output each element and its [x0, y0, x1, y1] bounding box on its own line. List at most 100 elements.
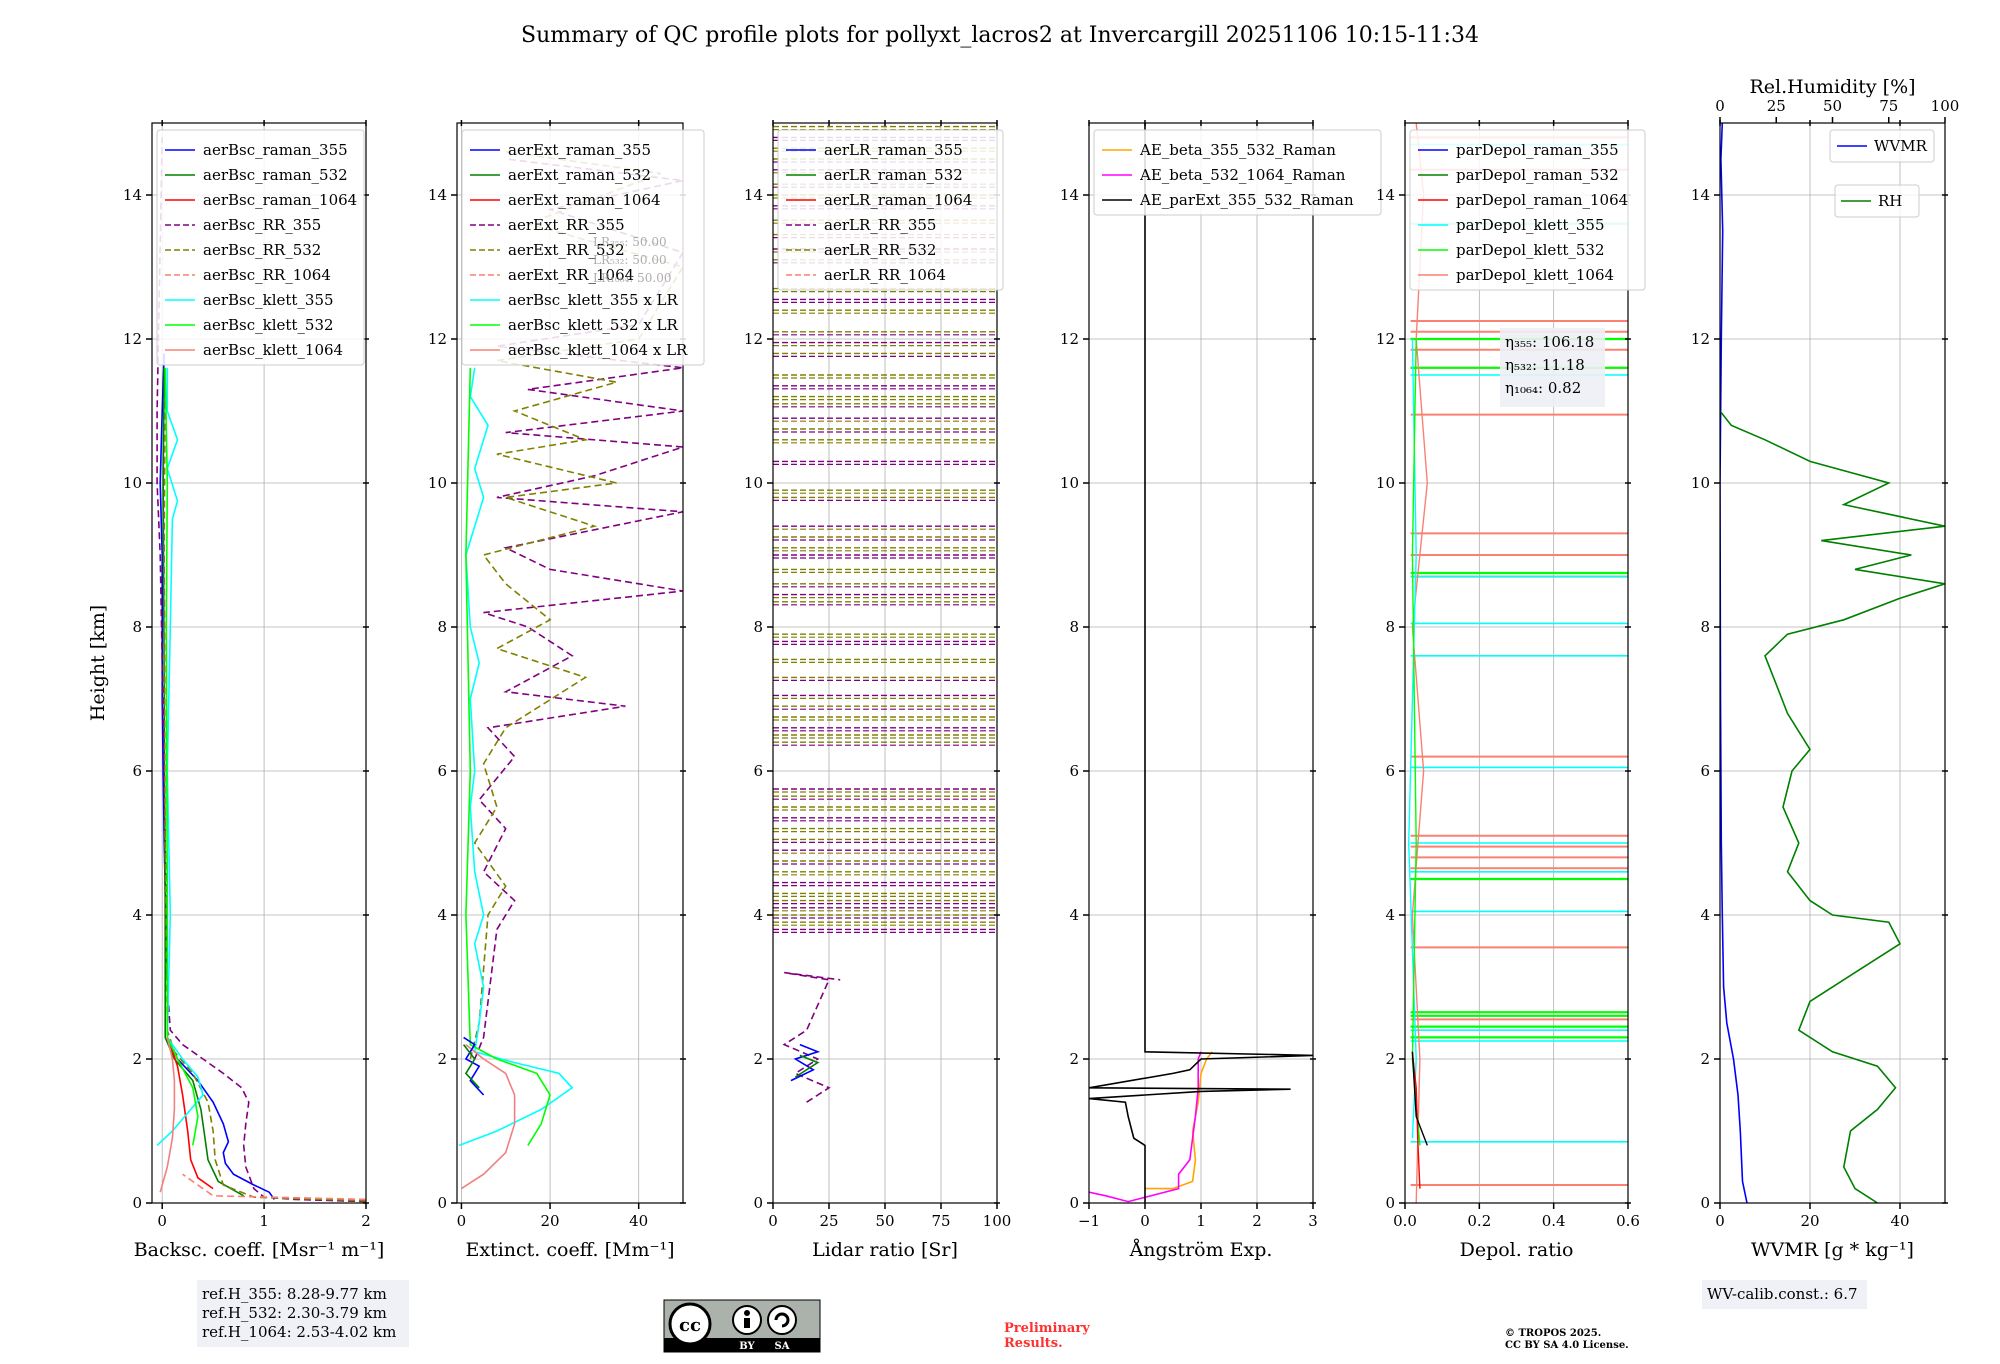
legend-entry: aerLR_RR_355 — [824, 216, 936, 234]
cc-license-badge: cc BY SA — [663, 1299, 821, 1353]
panel-ext: 0 2 4 6 8 10 12 14 0 20 40 Extinct. coeff. [Mm⁻¹] ae… — [428, 120, 705, 1261]
legend-entry: aerExt_raman_1064 — [508, 191, 661, 209]
ytick-label: 6 — [437, 762, 447, 780]
cc-by-text: BY — [739, 1341, 755, 1352]
legend-entry: aerLR_raman_355 — [824, 141, 963, 159]
ytick-label: 14 — [1376, 186, 1395, 204]
ytick-label: 12 — [428, 330, 447, 348]
legend-ext: aerExt_raman_355 aerExt_raman_532 aerExt_r… — [461, 129, 705, 366]
ytick-label: 8 — [1385, 618, 1395, 636]
xtick-label: 1 — [259, 1212, 269, 1230]
ytick-label: 14 — [744, 186, 763, 204]
series-AE_beta_532_1064_Raman — [1089, 1051, 1202, 1203]
copyright-line1: © TROPOS 2025. — [1505, 1328, 1601, 1339]
xtick-label: 0.0 — [1393, 1212, 1417, 1230]
cc-badge-footer-bar — [664, 1338, 820, 1352]
legend-entry: aerLR_raman_532 — [824, 166, 963, 184]
series-aerExt_raman_532 — [462, 1044, 480, 1089]
ytick-label: 12 — [123, 330, 142, 348]
series-aerBsc_klett_355 x LR — [458, 367, 574, 1147]
series-WVMR — [1720, 123, 1748, 1203]
legend-entry: aerBsc_klett_355 — [203, 291, 334, 309]
legend-entry: aerLR_raman_1064 — [824, 191, 972, 209]
legend-entry: WVMR — [1874, 137, 1928, 155]
ytick-label: 12 — [1691, 330, 1710, 348]
legend-entry: aerLR_RR_532 — [824, 241, 936, 259]
plot-area-ae — [1089, 123, 1313, 1203]
ytick-label: 0 — [1700, 1194, 1710, 1212]
legend-entry: parDepol_raman_355 — [1456, 141, 1619, 159]
ytick-label: 14 — [123, 186, 142, 204]
annotation-box — [1702, 1280, 1867, 1309]
ytick-label: 6 — [753, 762, 763, 780]
x2axis-label: Rel.Humidity [%] — [1749, 76, 1915, 98]
series-aerBsc_klett_1064 — [159, 1037, 176, 1193]
preliminary-text-line2: Results. — [1004, 1336, 1063, 1351]
ytick-label: 4 — [1069, 906, 1079, 924]
xtick-label: 50 — [875, 1212, 894, 1230]
xtick-label: 0 — [157, 1212, 167, 1230]
legend-entry: aerBsc_klett_1064 — [203, 341, 343, 359]
ytick-label: 8 — [1700, 618, 1710, 636]
xtick-label: 0 — [1140, 1212, 1150, 1230]
ytick-label: 10 — [1691, 474, 1710, 492]
xtick-label: 0 — [768, 1212, 778, 1230]
series-aerExt_RR_355 — [473, 158, 683, 1060]
annotation-line: η₃₅₅: 106.18 — [1505, 333, 1594, 351]
ytick-label: 6 — [132, 762, 142, 780]
ytick-label: 14 — [1691, 186, 1710, 204]
legend-ae: AE_beta_355_532_Raman AE_beta_532_1064_Ra… — [1093, 129, 1382, 216]
ytick-label: 8 — [132, 618, 142, 636]
annotation-box — [1500, 328, 1605, 407]
ytick-label: 2 — [1069, 1050, 1079, 1068]
ytick-label: 2 — [437, 1050, 447, 1068]
annotation-line: η₁₀₆₄: 0.82 — [1505, 379, 1581, 397]
ytick-label: 4 — [437, 906, 447, 924]
ytick-label: 10 — [1060, 474, 1079, 492]
x2tick-label: 75 — [1879, 97, 1898, 115]
xaxis-label: Extinct. coeff. [Mm⁻¹] — [465, 1239, 674, 1261]
legend-entry: aerExt_raman_532 — [508, 166, 651, 184]
xaxis-label: Lidar ratio [Sr] — [812, 1239, 958, 1261]
ytick-label: 2 — [1385, 1050, 1395, 1068]
legend-entry: aerBsc_raman_532 — [203, 166, 348, 184]
xtick-label: 1 — [1196, 1212, 1206, 1230]
ytick-label: 10 — [428, 474, 447, 492]
xtick-label: 25 — [819, 1212, 838, 1230]
ytick-label: 2 — [1700, 1050, 1710, 1068]
legend-entry: aerBsc_RR_1064 — [203, 266, 331, 284]
legend-entry: AE_parExt_355_532_Raman — [1139, 191, 1354, 209]
xtick-label: 0 — [457, 1212, 467, 1230]
cc-icon-label: cc — [679, 1315, 701, 1336]
series-aerBsc_klett_1064 x LR — [460, 1043, 516, 1190]
xtick-label: 2 — [361, 1212, 371, 1230]
legend-entry: RH — [1878, 192, 1902, 210]
legend-entry: aerBsc_RR_532 — [203, 241, 321, 259]
x2tick-label: 50 — [1823, 97, 1842, 115]
series-aerLR_raman_355 — [790, 1043, 821, 1082]
xaxis-label: WVMR [g * kg⁻¹] — [1751, 1239, 1914, 1261]
annotation-line: WV-calib.const.: 6.7 — [1707, 1285, 1858, 1303]
x2tick-label: 100 — [1931, 97, 1960, 115]
annotation-line: ref.H_1064: 2.53-4.02 km — [202, 1323, 396, 1341]
annotation-depol: η₃₅₅: 106.18 η₅₃₂: 11.18 η₁₀₆₄: 0.82 — [1500, 328, 1605, 407]
annotation-line: ref.H_532: 2.30-3.79 km — [202, 1304, 387, 1322]
ytick-label: 4 — [1700, 906, 1710, 924]
axes-frame — [151, 122, 367, 1204]
sa-share-icon — [767, 1305, 797, 1335]
legend-depol: parDepol_raman_355 parDepol_raman_532 parD… — [1409, 129, 1646, 291]
legend-entry: aerBsc_RR_355 — [203, 216, 321, 234]
copyright-line2: CC BY SA 4.0 License. — [1505, 1340, 1629, 1351]
xtick-label: 20 — [541, 1212, 560, 1230]
lr-overlay-label: LR₃₅₅: 50.00 — [593, 235, 667, 249]
xtick-label: 40 — [629, 1212, 648, 1230]
cc-icon — [668, 1302, 712, 1346]
series-aerBsc_RR_1064 — [182, 1173, 366, 1201]
legend-entry: aerExt_RR_355 — [508, 216, 625, 234]
ytick-label: 6 — [1385, 762, 1395, 780]
yaxis-label: Height [km] — [87, 605, 109, 721]
plot-area-bsc — [156, 137, 366, 1203]
